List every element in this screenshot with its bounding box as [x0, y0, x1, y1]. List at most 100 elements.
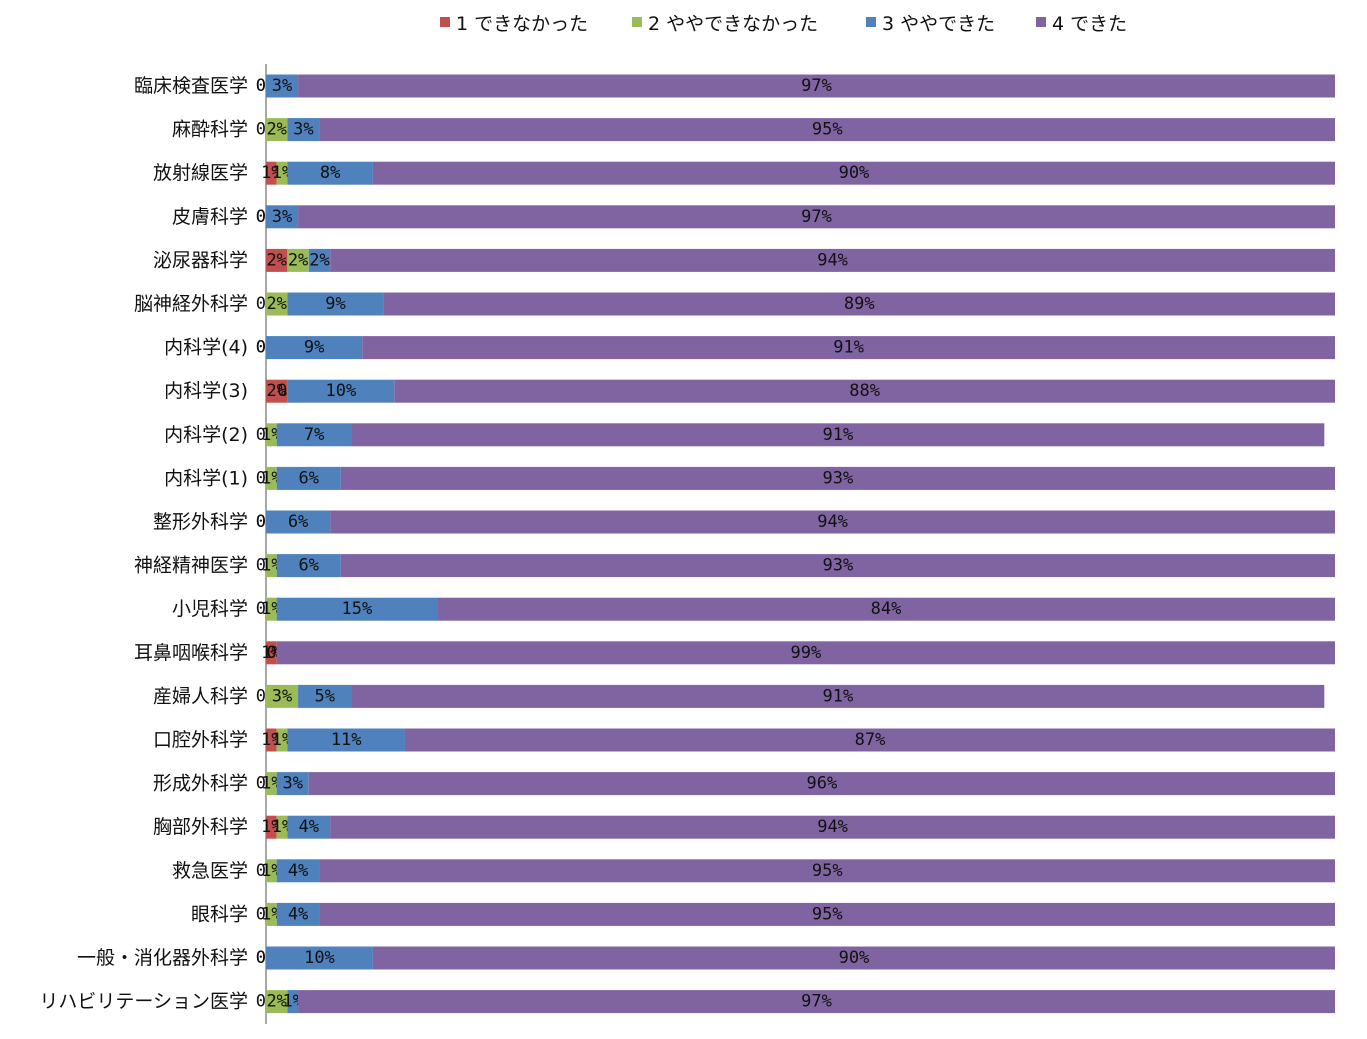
bar-segment-series-4 [340, 554, 1336, 578]
data-label-series-3: 3% [282, 774, 302, 794]
category-label: 耳鼻咽喉科学 [134, 642, 248, 664]
legend-swatch-series-3 [866, 17, 876, 27]
bar-segment-series-4 [372, 161, 1335, 185]
bar-segment-series-2 [276, 161, 288, 185]
chart-legend: 1 できなかった 2 ややできなかった 3 ややできた 4 できた [0, 8, 1367, 36]
bar-segment-series-4 [330, 815, 1335, 839]
bar-segment-series-4 [319, 902, 1335, 926]
category-label: 麻酔科学 [172, 119, 248, 141]
category-label: 内科学(3) [164, 380, 248, 402]
data-label-series-4: 94% [817, 817, 848, 837]
legend-item-series-3: 3 ややできた [866, 8, 995, 36]
bar-segment-series-3 [276, 772, 309, 796]
bar-segment-series-3 [287, 728, 405, 752]
data-label-series-3: 4% [288, 904, 308, 924]
bar-segment-series-3 [276, 859, 320, 883]
bar-segment-series-3 [287, 292, 384, 316]
data-label-series-2: 1% [261, 774, 281, 794]
data-label-series-3: 9% [304, 338, 324, 358]
category-label: 放射線医学 [153, 162, 248, 184]
bar-segment-series-2 [266, 772, 277, 796]
category-label: 口腔外科学 [153, 729, 248, 751]
bar-segment-series-2 [266, 990, 288, 1014]
data-label-series-2: 2% [288, 250, 308, 270]
data-label-series-2: 1% [261, 425, 281, 445]
category-label: 内科学(1) [164, 467, 248, 489]
data-label-series-1: 1% [261, 730, 281, 750]
data-label-series-2: 1% [261, 599, 281, 619]
bar-segment-series-2 [266, 466, 277, 490]
bar-segment-series-2 [276, 728, 288, 752]
bar-segment-series-3 [276, 554, 341, 578]
bar-segment-series-3 [287, 161, 373, 185]
category-label: 内科学(2) [164, 424, 248, 446]
legend-label-series-2: 2 ややできなかった [648, 12, 819, 35]
legend-label-series-3: 3 ややできた [882, 12, 996, 35]
data-label-series-2: 1% [272, 730, 292, 750]
data-label-series-4: 96% [807, 774, 838, 794]
bar-segment-series-3 [287, 379, 395, 403]
category-label: 産婦人科学 [153, 685, 248, 707]
data-label-series-3: 3% [272, 207, 292, 227]
data-label-series-1: 1% [261, 643, 281, 663]
data-label-series-3: 4% [299, 817, 319, 837]
category-label: 神経精神医学 [134, 555, 248, 577]
legend-label-series-1: 1 できなかった [456, 12, 589, 35]
data-label-series-3: 3% [272, 76, 292, 96]
data-label-series-4: 99% [790, 643, 821, 663]
data-label-series-4: 89% [844, 294, 875, 314]
bar-segment-series-4 [362, 336, 1336, 360]
bar-segment-series-3 [276, 466, 341, 490]
legend-swatch-series-1 [440, 17, 450, 27]
data-label-series-4: 94% [817, 512, 848, 532]
data-label-series-1: 2% [266, 250, 286, 270]
category-label: 脳神経外科学 [134, 293, 248, 315]
data-label-series-3: 7% [304, 425, 324, 445]
bar-segment-series-4 [351, 423, 1325, 447]
data-label-series-4: 84% [871, 599, 902, 619]
data-label-series-4: 97% [801, 207, 832, 227]
category-label: 眼科学 [191, 903, 248, 925]
data-label-series-2: 1% [272, 163, 292, 183]
data-label-series-2: 1% [272, 817, 292, 837]
bar-segment-series-4 [372, 946, 1335, 970]
data-label-series-3: 3% [293, 120, 313, 140]
data-label-series-4: 93% [823, 556, 854, 576]
data-label-series-4: 87% [855, 730, 886, 750]
data-label-series-2: 1% [261, 556, 281, 576]
bar-segment-series-4 [308, 772, 1335, 796]
legend-swatch-series-2 [632, 17, 642, 27]
data-label-series-1: 1% [261, 817, 281, 837]
bar-segment-series-4 [340, 466, 1336, 490]
data-label-series-2: 2% [266, 992, 286, 1012]
data-label-series-4: 90% [839, 163, 870, 183]
data-label-series-4: 91% [833, 338, 864, 358]
data-label-series-4: 93% [823, 468, 854, 488]
bar-segment-series-1 [266, 161, 277, 185]
data-label-series-4: 91% [823, 425, 854, 445]
category-label: 臨床検査医学 [134, 75, 248, 97]
bar-segment-series-2 [266, 554, 277, 578]
bar-segment-series-2 [266, 597, 277, 621]
data-label-series-3: 6% [299, 556, 319, 576]
bar-segment-series-1 [266, 641, 277, 665]
bar-segment-series-4 [298, 990, 1335, 1014]
bar-segment-series-4 [394, 379, 1335, 403]
legend-item-series-1: 1 できなかった [440, 8, 588, 36]
data-label-series-3: 11% [331, 730, 362, 750]
data-label-series-1: 1% [261, 163, 281, 183]
data-label-series-2: 1% [261, 904, 281, 924]
bar-segment-series-3 [276, 423, 352, 447]
category-label: 内科学(4) [164, 337, 248, 359]
bar-segment-series-4 [330, 510, 1335, 534]
legend-swatch-series-4 [1036, 17, 1046, 27]
bar-segment-series-1 [266, 815, 277, 839]
data-label-series-3: 6% [299, 468, 319, 488]
bar-segment-series-3 [308, 248, 331, 272]
data-label-series-4: 95% [812, 120, 843, 140]
data-label-series-3: 10% [304, 948, 335, 968]
data-label-series-2: 2% [266, 294, 286, 314]
bar-segment-series-1 [266, 248, 288, 272]
data-label-series-3: 6% [288, 512, 308, 532]
